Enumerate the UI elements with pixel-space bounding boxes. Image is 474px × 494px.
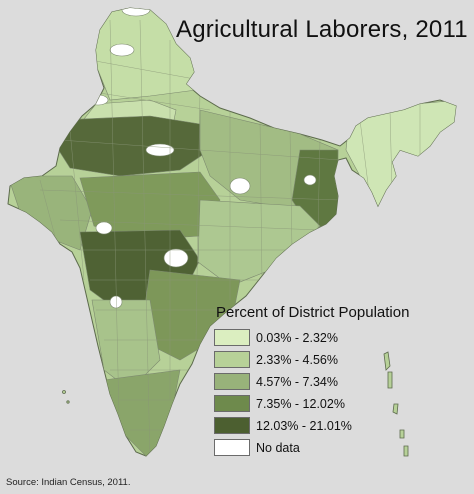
legend-swatch xyxy=(214,351,250,368)
legend: Percent of District Population 0.03% - 2… xyxy=(214,304,414,459)
legend-swatch xyxy=(214,395,250,412)
legend-title: Percent of District Population xyxy=(216,304,410,321)
no-data-patch xyxy=(109,43,135,57)
legend-label: 12.03% - 21.01% xyxy=(256,418,352,433)
no-data-patch xyxy=(145,143,175,157)
legend-item: 4.57% - 7.34% xyxy=(214,371,414,392)
region-east-central xyxy=(197,199,321,287)
andaman-nicobar-islands xyxy=(383,351,409,457)
legend-swatch xyxy=(214,329,250,346)
no-data-patch xyxy=(87,94,109,106)
legend-item: 2.33% - 4.56% xyxy=(214,349,414,370)
legend-label: 0.03% - 2.32% xyxy=(256,330,338,345)
legend-label: No data xyxy=(256,440,300,455)
legend-item: 12.03% - 21.01% xyxy=(214,415,414,436)
legend-swatch xyxy=(214,439,250,456)
no-data-patch xyxy=(229,177,251,195)
legend-swatch xyxy=(214,417,250,434)
lakshadweep-islands xyxy=(62,390,70,404)
region-south xyxy=(103,369,181,456)
no-data-patch xyxy=(109,295,123,309)
map-title: Agricultural Laborers, 2011 xyxy=(176,16,468,43)
legend-swatch xyxy=(214,373,250,390)
legend-item: 7.35% - 12.02% xyxy=(214,393,414,414)
legend-label: 2.33% - 4.56% xyxy=(256,352,338,367)
legend-label: 4.57% - 7.34% xyxy=(256,374,338,389)
region-northeast xyxy=(345,99,456,211)
district-boundaries xyxy=(39,19,421,456)
legend-item: No data xyxy=(214,437,414,458)
legend-label: 7.35% - 12.02% xyxy=(256,396,345,411)
source-note: Source: Indian Census, 2011. xyxy=(6,477,131,488)
no-data-patch xyxy=(401,163,415,177)
legend-item: 0.03% - 2.32% xyxy=(214,327,414,348)
no-data-patch xyxy=(303,174,317,186)
no-data-patch xyxy=(121,8,151,17)
no-data-patch xyxy=(163,248,189,268)
region-rajasthan-dark xyxy=(55,115,211,177)
no-data-patch xyxy=(95,221,113,235)
